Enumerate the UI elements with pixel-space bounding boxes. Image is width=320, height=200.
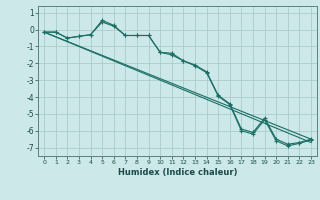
X-axis label: Humidex (Indice chaleur): Humidex (Indice chaleur) xyxy=(118,168,237,177)
